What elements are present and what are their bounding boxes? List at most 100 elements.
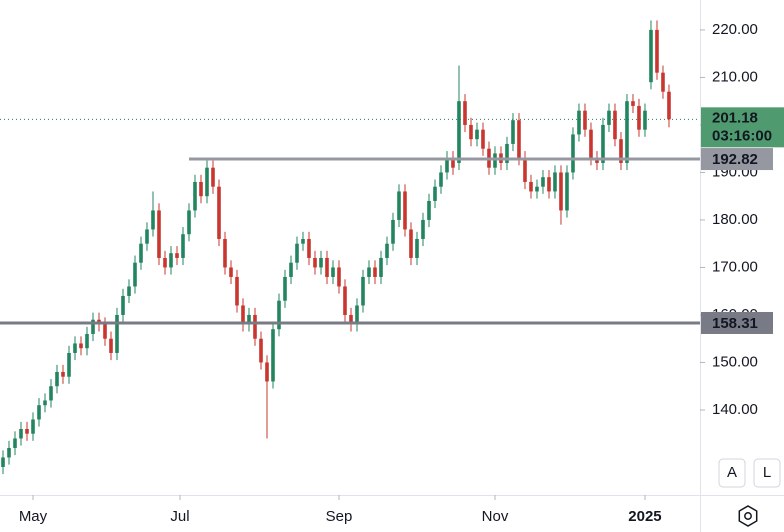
candle-body bbox=[43, 400, 47, 406]
candle-body bbox=[361, 276, 365, 306]
candle-body bbox=[37, 405, 41, 420]
candle-body bbox=[31, 419, 35, 434]
candle-body bbox=[193, 181, 197, 211]
candle-body bbox=[373, 267, 377, 277]
settings-icon-center[interactable] bbox=[744, 512, 752, 520]
candle-body bbox=[571, 134, 575, 173]
candle-body bbox=[211, 167, 215, 187]
log-scale-label[interactable]: L bbox=[763, 464, 771, 481]
candle-body bbox=[631, 101, 635, 106]
candle-body bbox=[457, 101, 461, 163]
candle-body bbox=[175, 253, 179, 258]
candle-body bbox=[307, 238, 311, 258]
candle-body bbox=[13, 438, 17, 448]
candle-body bbox=[505, 143, 509, 163]
candle-body bbox=[601, 124, 605, 163]
candle-body bbox=[181, 234, 185, 258]
candle-body bbox=[433, 186, 437, 201]
y-tick-label: 220.00 bbox=[712, 21, 758, 38]
candle-body bbox=[187, 210, 191, 235]
candle-body bbox=[427, 200, 431, 220]
log-scale-button[interactable] bbox=[753, 458, 781, 488]
candle-body bbox=[1, 457, 5, 467]
candle-body bbox=[475, 129, 479, 140]
candle-body bbox=[229, 267, 233, 277]
candle-body bbox=[535, 186, 539, 192]
level-label: 158.31 bbox=[712, 315, 758, 332]
candle-body bbox=[301, 238, 305, 244]
candle-body bbox=[157, 210, 161, 258]
level-label-bg bbox=[701, 148, 773, 171]
candle-body bbox=[73, 343, 77, 353]
candle-body bbox=[667, 91, 671, 120]
candle-body bbox=[577, 110, 581, 135]
candle-body bbox=[553, 172, 557, 192]
candle-body bbox=[421, 219, 425, 239]
candle-body bbox=[217, 186, 221, 239]
candle-body bbox=[565, 172, 569, 211]
candle-body bbox=[391, 219, 395, 244]
candle-body bbox=[295, 243, 299, 263]
candle-body bbox=[649, 29, 653, 83]
candle-body bbox=[409, 229, 413, 258]
candle-body bbox=[235, 276, 239, 306]
y-tick-label: 150.00 bbox=[712, 353, 758, 370]
candle-body bbox=[103, 324, 107, 339]
y-tick-label: 170.00 bbox=[712, 258, 758, 275]
candle-body bbox=[265, 362, 269, 382]
candle-body bbox=[205, 167, 209, 197]
candle-body bbox=[325, 257, 329, 277]
candle-body bbox=[463, 101, 467, 125]
candle-body bbox=[445, 158, 449, 173]
candle-body bbox=[271, 329, 275, 382]
candle-body bbox=[655, 29, 659, 73]
candle-body bbox=[253, 314, 257, 339]
candle-body bbox=[451, 158, 455, 168]
settings-button[interactable] bbox=[738, 505, 758, 527]
candle-body bbox=[115, 314, 119, 353]
candle-body bbox=[337, 267, 341, 287]
candle-body bbox=[289, 262, 293, 277]
candle-body bbox=[241, 305, 245, 325]
candle-body bbox=[397, 191, 401, 220]
candle-body bbox=[541, 177, 545, 187]
candle-body bbox=[223, 238, 227, 268]
candle-body bbox=[517, 120, 521, 159]
candle-body bbox=[481, 129, 485, 149]
candle-body bbox=[133, 262, 137, 287]
candle-body bbox=[385, 243, 389, 258]
candle-body bbox=[163, 257, 167, 268]
y-tick-label: 140.00 bbox=[712, 401, 758, 418]
candle-body bbox=[355, 305, 359, 325]
candle-body bbox=[79, 343, 83, 349]
candle-body bbox=[55, 371, 59, 387]
candle-body bbox=[415, 238, 419, 258]
auto-scale-button[interactable] bbox=[718, 458, 746, 488]
candle-body bbox=[607, 110, 611, 125]
settings-icon[interactable] bbox=[738, 505, 758, 527]
candle-body bbox=[661, 72, 665, 92]
candle-body bbox=[613, 110, 617, 140]
x-tick-label: Jul bbox=[170, 508, 189, 525]
candle-body bbox=[313, 257, 317, 268]
candle-body bbox=[547, 177, 551, 192]
candle-body bbox=[469, 124, 473, 140]
candle-body bbox=[523, 158, 527, 182]
candle-body bbox=[19, 428, 23, 439]
candle-body bbox=[583, 110, 587, 130]
last-price-bg bbox=[701, 107, 784, 148]
candle-body bbox=[637, 105, 641, 130]
candle-body bbox=[91, 319, 95, 334]
x-tick-label: Nov bbox=[482, 508, 509, 525]
candle-body bbox=[25, 428, 29, 434]
y-tick-label: 180.00 bbox=[712, 211, 758, 228]
auto-scale-label[interactable]: A bbox=[727, 464, 737, 481]
candle-body bbox=[61, 371, 65, 377]
x-tick-label: 2025 bbox=[628, 508, 661, 525]
candle-body bbox=[247, 314, 251, 325]
candle-body bbox=[331, 267, 335, 277]
candle-body bbox=[529, 181, 533, 192]
candle-body bbox=[439, 172, 443, 187]
